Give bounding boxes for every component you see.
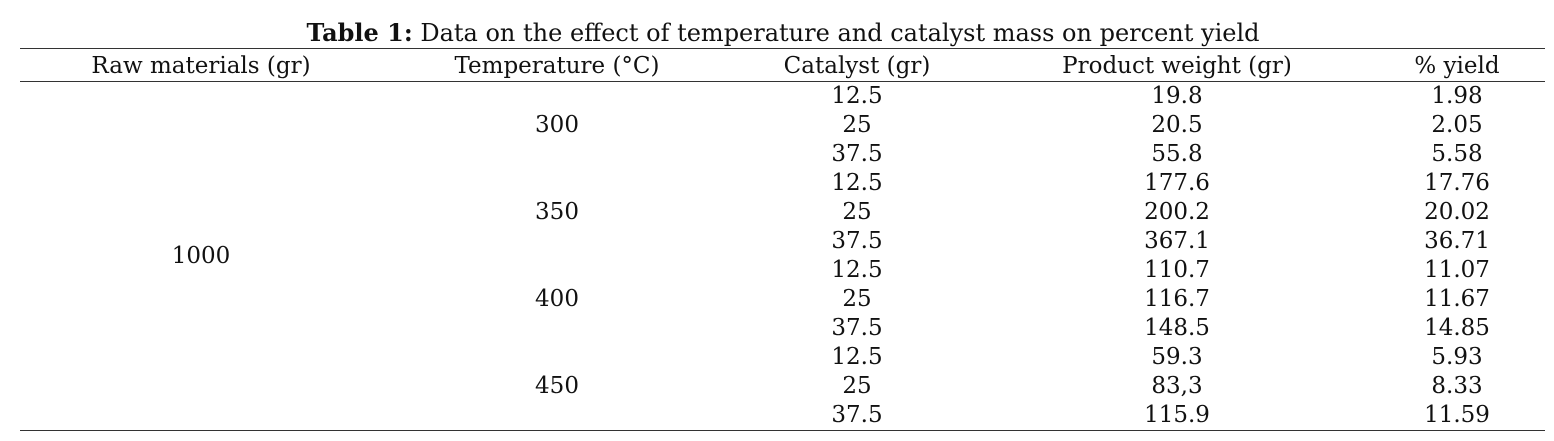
temperature-cell: 400 [535, 286, 579, 312]
percent-yield-cell: 17.76 [1424, 170, 1490, 196]
temperature-cell: 450 [535, 373, 579, 399]
percent-yield-cell: 5.93 [1431, 344, 1483, 370]
percent-yield-cell: 2.05 [1431, 112, 1483, 138]
product-weight-cell: 200.2 [1144, 199, 1210, 225]
temperature-cell: 350 [535, 199, 579, 225]
product-weight-cell: 59.3 [1151, 344, 1203, 370]
product-weight-cell: 367.1 [1144, 228, 1210, 254]
header-temperature: Temperature (°C) [454, 53, 660, 79]
product-weight-cell: 148.5 [1144, 315, 1210, 341]
percent-yield-cell: 14.85 [1424, 315, 1490, 341]
catalyst-cell: 37.5 [831, 228, 883, 254]
catalyst-cell: 25 [842, 199, 872, 225]
header-product-weight: Product weight (gr) [1062, 53, 1292, 79]
table-caption: Table 1: Data on the effect of temperatu… [0, 18, 1554, 48]
table-top-rule [20, 48, 1545, 49]
product-weight-cell: 116.7 [1144, 286, 1210, 312]
percent-yield-cell: 1.98 [1431, 83, 1483, 109]
product-weight-cell: 19.8 [1151, 83, 1203, 109]
table-caption-text: Data on the effect of temperature and ca… [412, 19, 1260, 47]
raw-material-cell: 1000 [171, 242, 231, 269]
percent-yield-cell: 11.59 [1424, 402, 1490, 428]
header-catalyst: Catalyst (gr) [783, 53, 931, 79]
catalyst-cell: 25 [842, 286, 872, 312]
product-weight-cell: 177.6 [1144, 170, 1210, 196]
catalyst-cell: 25 [842, 373, 872, 399]
catalyst-cell: 37.5 [831, 141, 883, 167]
header-raw-materials: Raw materials (gr) [91, 53, 311, 79]
catalyst-cell: 12.5 [831, 83, 883, 109]
catalyst-cell: 12.5 [831, 344, 883, 370]
table-caption-label: Table 1: [306, 18, 413, 47]
product-weight-cell: 110.7 [1144, 257, 1210, 283]
percent-yield-cell: 8.33 [1431, 373, 1483, 399]
product-weight-cell: 55.8 [1151, 141, 1203, 167]
product-weight-cell: 20.5 [1151, 112, 1203, 138]
catalyst-cell: 25 [842, 112, 872, 138]
product-weight-cell: 115.9 [1144, 402, 1210, 428]
header-percent-yield: % yield [1414, 53, 1500, 79]
percent-yield-cell: 36.71 [1424, 228, 1490, 254]
catalyst-cell: 37.5 [831, 402, 883, 428]
percent-yield-cell: 11.67 [1424, 286, 1490, 312]
percent-yield-cell: 11.07 [1424, 257, 1490, 283]
catalyst-cell: 37.5 [831, 315, 883, 341]
table-header-rule [20, 81, 1545, 82]
percent-yield-cell: 5.58 [1431, 141, 1483, 167]
product-weight-cell: 83,3 [1151, 373, 1203, 399]
percent-yield-cell: 20.02 [1424, 199, 1490, 225]
temperature-cell: 300 [535, 112, 579, 138]
table-bottom-rule [20, 430, 1545, 431]
catalyst-cell: 12.5 [831, 170, 883, 196]
catalyst-cell: 12.5 [831, 257, 883, 283]
